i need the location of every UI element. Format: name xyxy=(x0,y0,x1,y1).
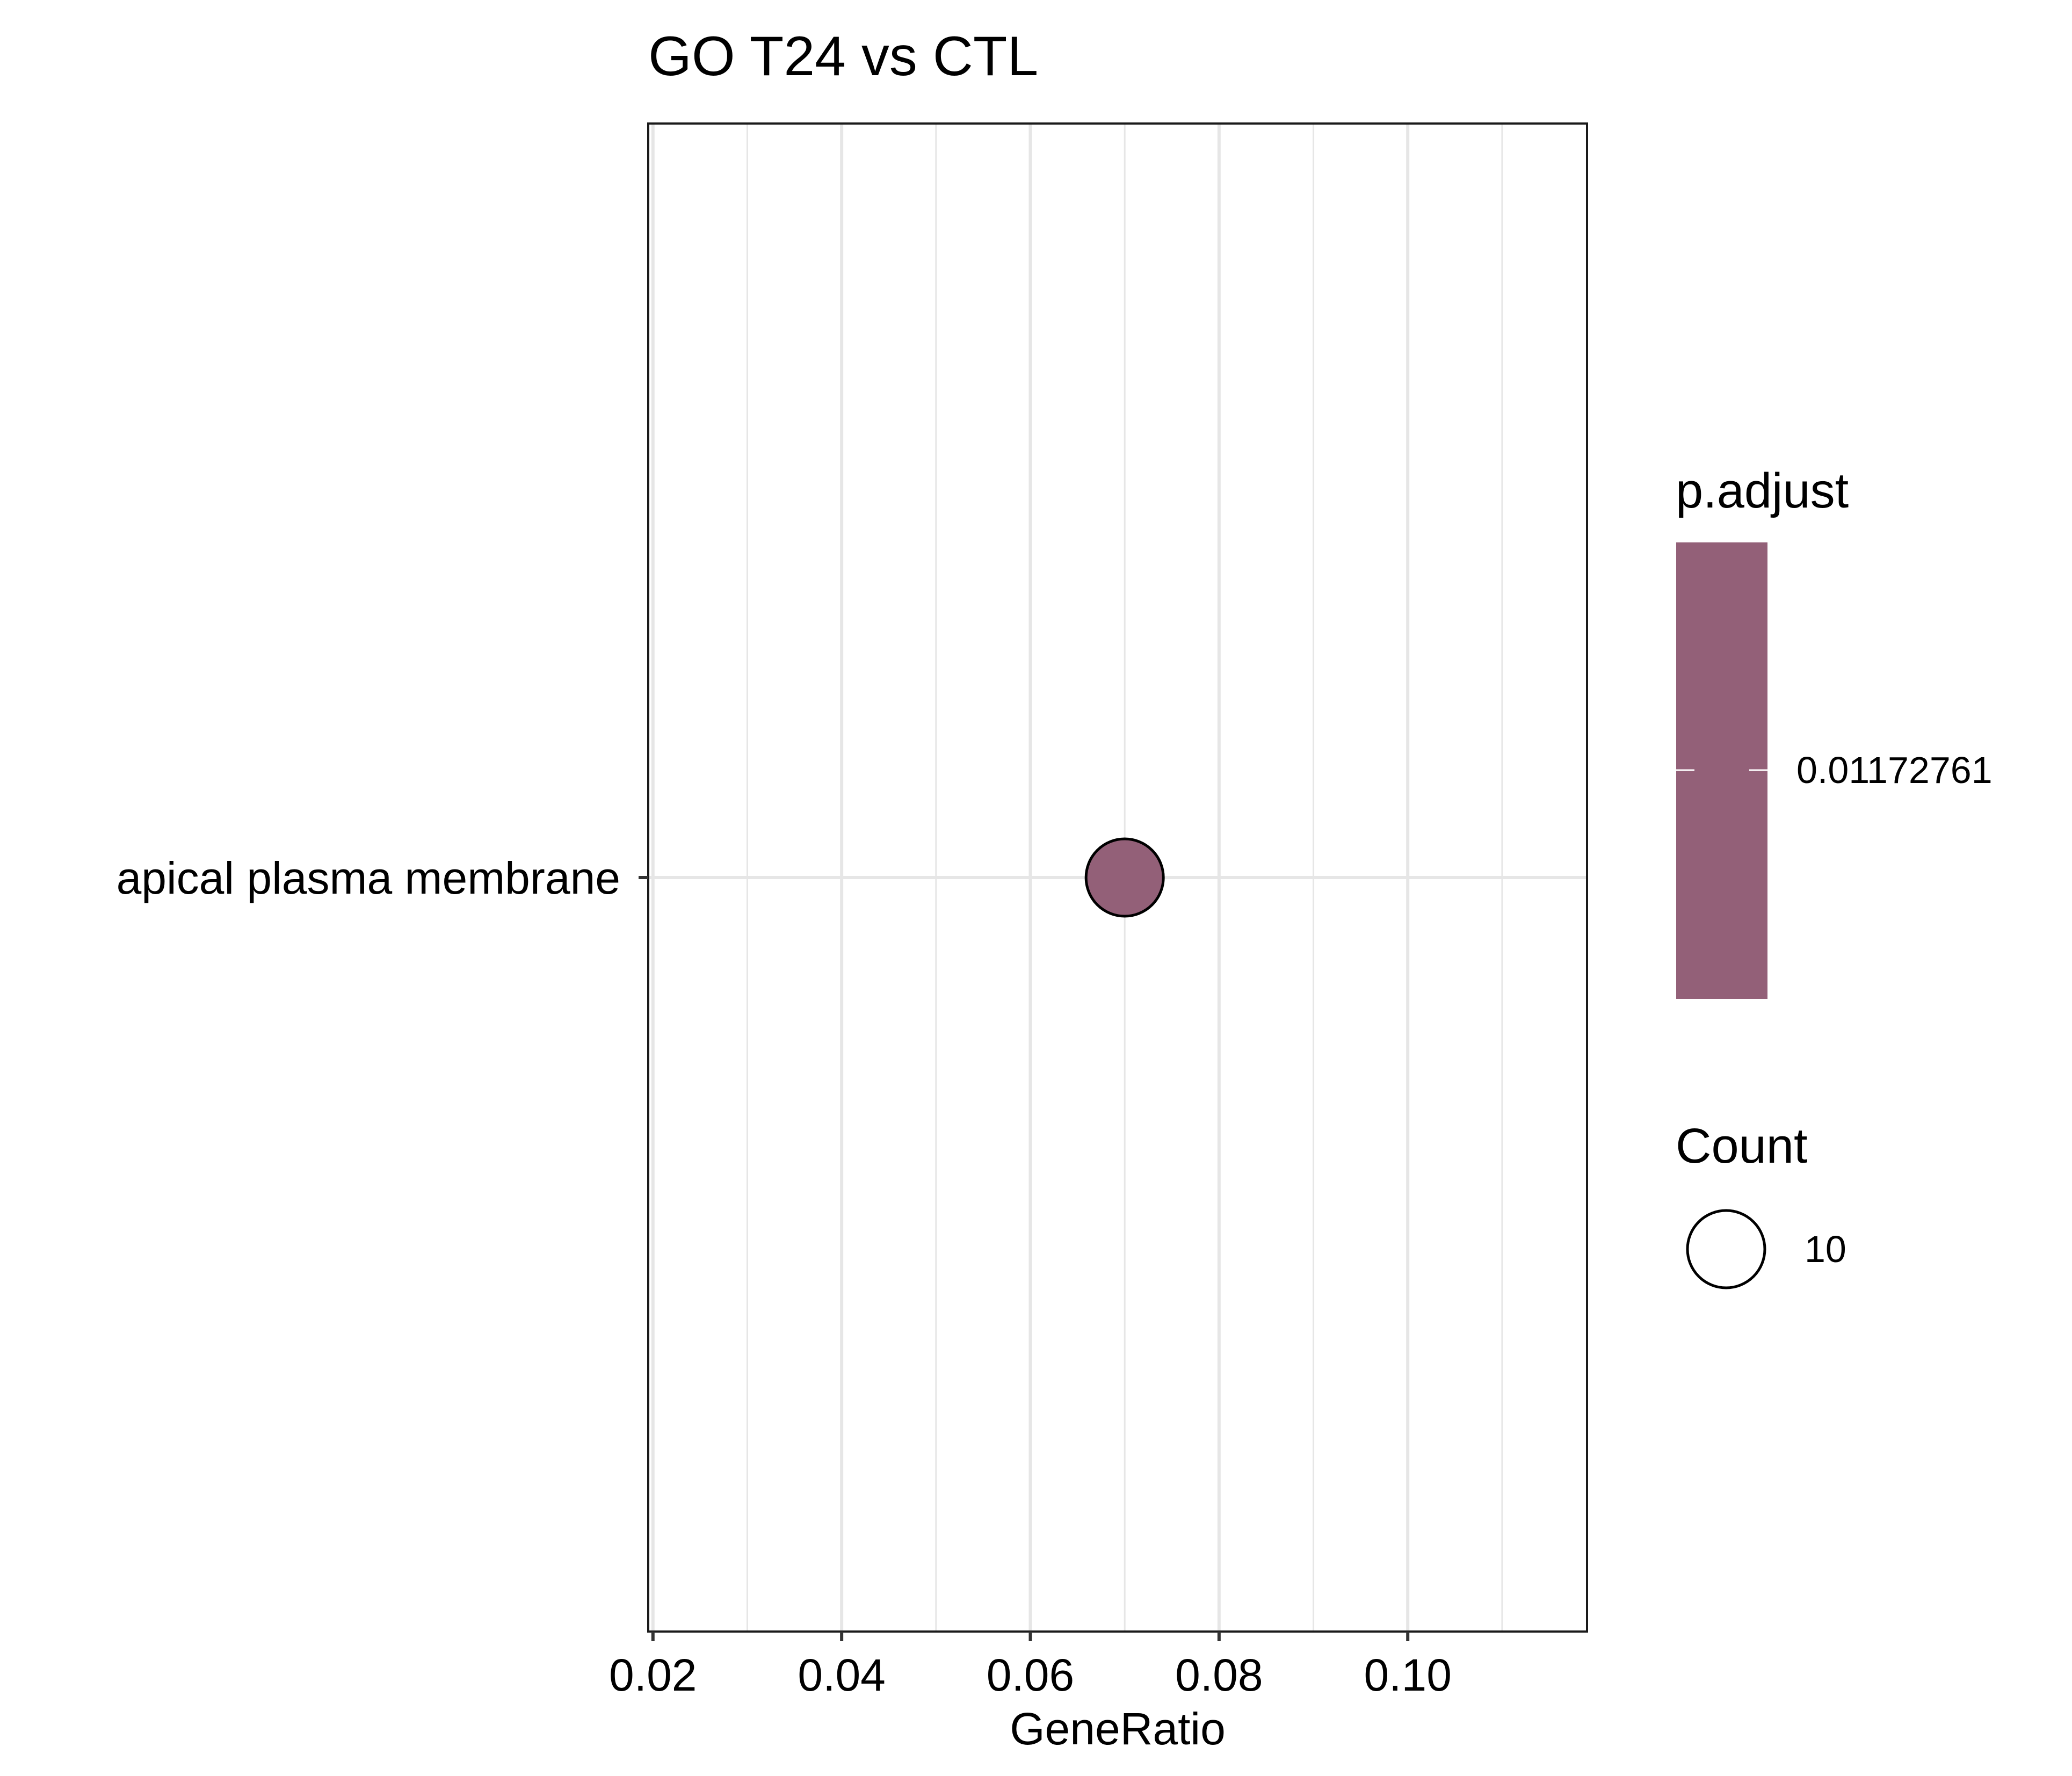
x-tick-label: 0.10 xyxy=(1364,1650,1452,1700)
y-tick-label: apical plasma membrane xyxy=(117,853,620,903)
x-axis-ticks: 0.02 0.04 0.06 0.08 0.10 xyxy=(609,1632,1452,1700)
size-legend-title: Count xyxy=(1676,1119,1808,1173)
x-axis-title: GeneRatio xyxy=(1010,1703,1226,1754)
x-tick-label: 0.04 xyxy=(798,1650,886,1700)
chart-title: GO T24 vs CTL xyxy=(648,25,1038,88)
x-tick-label: 0.06 xyxy=(987,1650,1075,1700)
color-legend-title: p.adjust xyxy=(1676,463,1849,518)
size-legend-circle xyxy=(1686,1209,1766,1289)
color-legend-label: 0.01172761 xyxy=(1796,749,1993,791)
data-points xyxy=(1084,837,1165,918)
y-axis-ticks: apical plasma membrane xyxy=(117,853,648,903)
x-tick-label: 0.02 xyxy=(609,1650,697,1700)
x-tick-label: 0.08 xyxy=(1175,1650,1263,1700)
data-point xyxy=(1084,837,1165,918)
size-legend-label: 10 xyxy=(1805,1228,1846,1270)
